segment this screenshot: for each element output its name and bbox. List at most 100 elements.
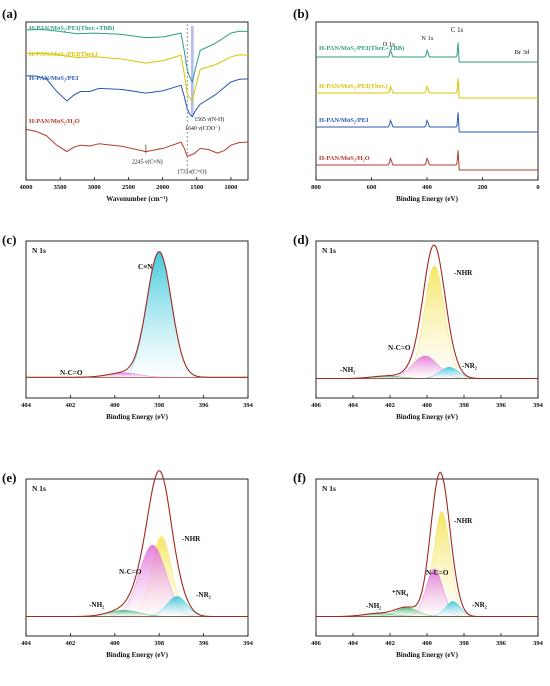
ftir-series-line (25, 28, 249, 84)
x-tick-label: 400 (422, 640, 432, 647)
peak-label: -NHR (454, 269, 473, 277)
xps-survey-line (316, 112, 538, 133)
x-tick-label: 400 (422, 402, 432, 409)
x-tick-label: 394 (243, 402, 254, 409)
panel-e: (e) 404 402 400 398 396 394 Binding Energy (eV)… (2, 470, 254, 659)
panel-title: N 1s (322, 246, 336, 255)
annotation: 1565 ν(N-H) (194, 116, 224, 123)
annotation: O 1s (383, 41, 396, 48)
panel-b: (b) 800 600 400 200 0 Binding Energy (eV) H-PAN… (293, 6, 540, 203)
plot-frame (25, 478, 249, 637)
component-peak (26, 544, 248, 617)
x-tick-label: 404 (348, 402, 359, 409)
x-tick-label: 4000 (20, 184, 33, 191)
series-label: H-PAN/MoS₂/PEI(Ther.+TBB) (29, 25, 114, 32)
x-tick-label: 402 (66, 640, 76, 647)
x-tick-label: 2000 (156, 184, 169, 191)
x-tick-label: 600 (367, 184, 377, 191)
xps-survey-line (316, 42, 538, 63)
x-axis-label: Binding Energy (eV) (396, 413, 459, 421)
annotation: N 1s (421, 35, 434, 42)
x-tick-label: 1000 (224, 184, 237, 191)
peak-label: -NHR (182, 535, 201, 543)
annotation: Br 3d (515, 49, 530, 56)
x-tick-label: 3000 (88, 184, 101, 191)
panel-d: (d) 406 404 402 400 398 396 394 Binding Energy (… (293, 232, 544, 421)
peak-label: N-C=O (60, 369, 83, 377)
x-tick-label: 200 (478, 184, 488, 191)
x-axis-label: Wavenumber (cm⁻¹) (106, 195, 168, 203)
panel-f: (f) 406 404 402 400 398 396 394 Binding Energy (… (293, 470, 544, 659)
ftir-series-line (25, 75, 249, 118)
annotation: 1640 ν(COO⁻) (185, 125, 220, 132)
x-tick-label: 396 (199, 640, 210, 647)
panel-letter: (e) (2, 470, 16, 485)
peak-label: -NH₂ (340, 366, 355, 374)
peak-label: C≡N (138, 263, 153, 271)
x-tick-label: 406 (311, 402, 322, 409)
x-tick-label: 406 (311, 640, 322, 647)
peak-label: -NR₂ (462, 362, 477, 370)
ftir-series-line (25, 52, 249, 102)
x-tick-label: 394 (243, 640, 254, 647)
panel-c: (c) 404 402 400 398 396 394 Binding Energy (eV)… (2, 232, 254, 421)
peak-label: N-C=O (388, 344, 411, 352)
x-tick-label: 394 (533, 402, 544, 409)
peak-label: N-C=O (119, 568, 142, 576)
series-label: H-PAN/MoS₂/PEI(Ther.) (29, 51, 98, 58)
x-tick-label: 394 (533, 640, 544, 647)
peak-label: -NH₂ (89, 601, 104, 609)
ftir-series-line (25, 128, 249, 157)
series-label: H-PAN/MoS₂/PEI(Ther.) (319, 83, 388, 90)
x-tick-label: 3500 (54, 184, 67, 191)
x-tick-label: 396 (199, 402, 210, 409)
x-tick-label: 400 (110, 640, 120, 647)
panel-letter: (f) (293, 470, 306, 485)
panel-a: (a) 4000 3500 3000 2500 2000 1500 1000 Wavenumbe… (2, 6, 249, 203)
annotation: 2245 ν(C≡N) (132, 159, 163, 166)
plot-frame (25, 240, 249, 399)
peak-label: ⁺NR₄ (392, 589, 409, 597)
component-peak (26, 251, 248, 378)
x-tick-label: 402 (385, 402, 395, 409)
peak-label: -NR₂ (196, 591, 211, 599)
series-label: H-PAN/MoS₂/PEI(Ther.+TBB) (319, 45, 404, 52)
series-label: H-PAN/MoS₂/H₂O (29, 118, 80, 125)
x-tick-label: 396 (496, 640, 507, 647)
x-axis-label: Binding Energy (eV) (106, 413, 169, 421)
x-tick-label: 402 (66, 402, 76, 409)
panel-title: N 1s (322, 484, 336, 493)
peak-label: -NH₂ (366, 602, 381, 610)
series-label: H-PAN/MoS₂/PEI (319, 117, 369, 124)
plot-frame (25, 21, 249, 181)
annotation: C 1s (451, 27, 464, 34)
highlight-band (190, 26, 194, 117)
peak-label: -NHR (454, 517, 473, 525)
panel-letter: (b) (293, 6, 309, 21)
x-tick-label: 800 (311, 184, 321, 191)
x-tick-label: 400 (422, 184, 432, 191)
x-tick-label: 404 (21, 402, 32, 409)
x-tick-label: 398 (459, 402, 470, 409)
peak-label: -NR₂ (472, 601, 487, 609)
xps-survey-line (316, 150, 538, 171)
panel-letter: (a) (2, 6, 17, 21)
x-tick-label: 398 (154, 402, 165, 409)
x-tick-label: 404 (21, 640, 32, 647)
x-tick-label: 2500 (122, 184, 135, 191)
peak-label: N-C=O (426, 569, 449, 577)
annotation: 1731ν(C=O) (177, 168, 206, 175)
series-label: H-PAN/MoS₂/H₂O (319, 155, 370, 162)
xps-survey-line (316, 78, 538, 99)
panel-letter: (d) (293, 232, 309, 247)
panel-letter: (c) (2, 232, 16, 247)
x-axis-label: Binding Energy (eV) (106, 651, 169, 659)
panel-title: N 1s (32, 246, 46, 255)
x-axis-label: Binding Energy (eV) (396, 651, 459, 659)
x-tick-label: 1500 (190, 184, 203, 191)
x-tick-label: 402 (385, 640, 395, 647)
x-tick-label: 398 (459, 640, 470, 647)
x-tick-label: 398 (154, 640, 165, 647)
x-tick-label: 400 (110, 402, 120, 409)
